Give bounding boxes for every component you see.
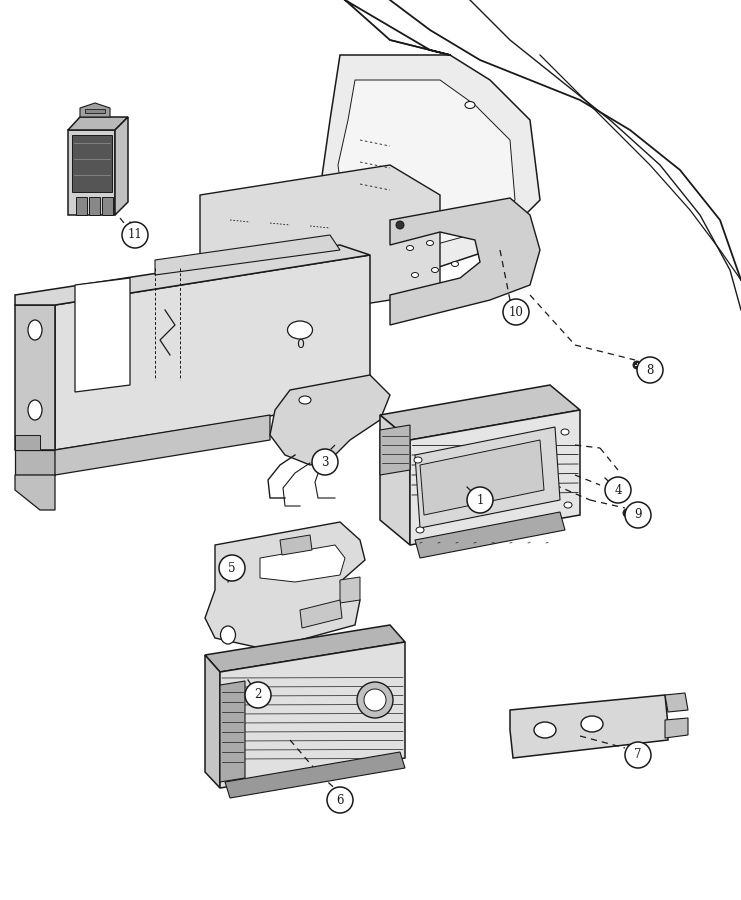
Circle shape [625,742,651,768]
Circle shape [623,509,631,517]
Ellipse shape [414,457,422,463]
Polygon shape [225,752,405,798]
Polygon shape [390,198,540,325]
Polygon shape [338,80,515,250]
Polygon shape [665,718,688,738]
Text: 5: 5 [228,562,236,574]
Bar [102,197,113,215]
Ellipse shape [299,396,311,404]
Polygon shape [665,693,688,712]
Ellipse shape [28,400,42,420]
Polygon shape [270,375,390,465]
Polygon shape [205,522,365,648]
Polygon shape [420,440,544,515]
Polygon shape [75,278,130,392]
Circle shape [467,487,493,513]
Polygon shape [415,427,560,528]
Ellipse shape [431,267,439,273]
Circle shape [327,787,353,813]
Polygon shape [220,681,245,782]
Polygon shape [380,415,410,545]
Text: 11: 11 [127,229,142,241]
Circle shape [637,357,663,383]
Polygon shape [340,577,360,603]
Text: 7: 7 [634,749,642,761]
Ellipse shape [427,240,433,246]
Polygon shape [15,450,55,475]
Circle shape [633,361,641,369]
Polygon shape [15,245,370,305]
Polygon shape [200,165,440,330]
Ellipse shape [581,716,603,732]
Polygon shape [260,545,345,582]
Text: 4: 4 [614,483,622,497]
Ellipse shape [564,502,572,508]
Ellipse shape [221,561,236,579]
Text: 0: 0 [296,338,304,352]
Circle shape [605,477,631,503]
Circle shape [336,794,344,802]
Bar [76,197,87,215]
Polygon shape [85,109,105,113]
Polygon shape [280,535,312,555]
Polygon shape [115,117,128,215]
Polygon shape [410,410,580,545]
Polygon shape [15,305,55,450]
Ellipse shape [561,429,569,435]
Circle shape [357,682,393,718]
Polygon shape [55,255,370,450]
Polygon shape [155,235,340,275]
Text: 2: 2 [254,688,262,701]
Polygon shape [220,642,405,788]
Circle shape [245,682,271,708]
Polygon shape [380,425,410,475]
Ellipse shape [28,320,42,340]
Text: 3: 3 [322,455,329,469]
Ellipse shape [407,246,413,250]
Ellipse shape [411,273,419,277]
Ellipse shape [465,102,475,109]
Bar [89,197,100,215]
Polygon shape [55,415,270,475]
Text: 1: 1 [476,493,484,507]
Polygon shape [205,625,405,672]
Ellipse shape [221,626,236,644]
Circle shape [364,689,386,711]
Polygon shape [380,385,580,440]
Circle shape [122,222,148,248]
Polygon shape [15,435,40,450]
Text: 8: 8 [646,364,654,376]
Text: 10: 10 [508,305,523,319]
Polygon shape [80,103,110,117]
Ellipse shape [534,722,556,738]
Circle shape [312,449,338,475]
Polygon shape [320,55,540,270]
Circle shape [396,221,404,229]
Circle shape [219,555,245,581]
Text: 9: 9 [634,508,642,521]
Polygon shape [72,135,112,192]
Polygon shape [300,600,342,628]
Circle shape [625,502,651,528]
Ellipse shape [416,527,424,533]
Polygon shape [68,130,115,215]
Polygon shape [15,475,55,510]
Polygon shape [415,512,565,558]
Circle shape [503,299,529,325]
Polygon shape [68,117,128,130]
Ellipse shape [288,321,313,339]
Polygon shape [205,655,220,788]
Text: 6: 6 [336,794,344,806]
Polygon shape [510,695,668,758]
Ellipse shape [451,262,459,266]
